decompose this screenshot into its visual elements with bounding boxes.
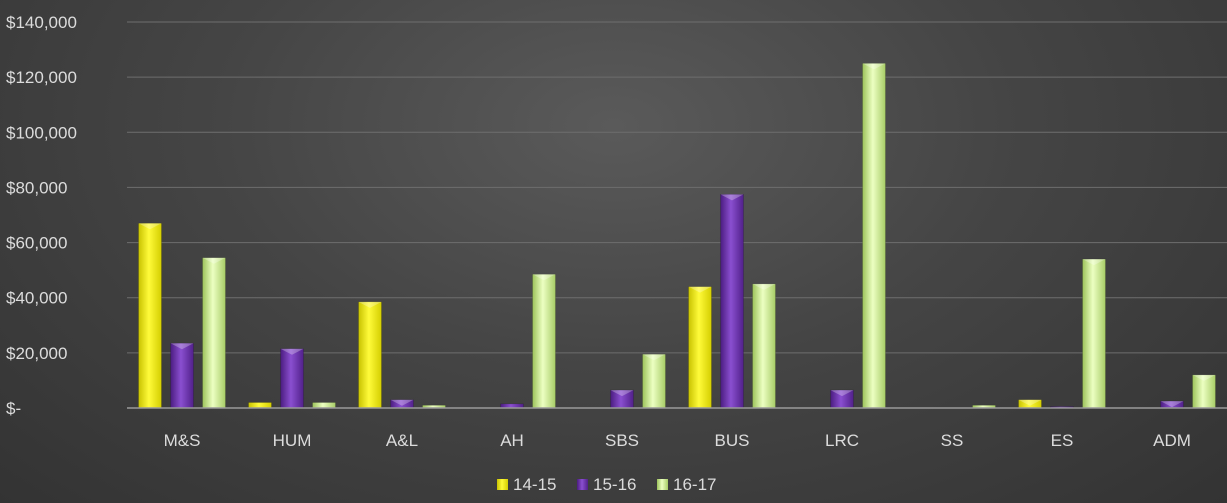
bar-bevel xyxy=(1192,374,1216,381)
bar-14-15-BUS xyxy=(688,286,712,409)
bar-16-17-SBS xyxy=(642,353,666,409)
legend-label: 15-16 xyxy=(593,475,636,494)
x-tick-label: AH xyxy=(500,431,524,450)
y-tick-label: $20,000 xyxy=(6,344,67,363)
x-tick-label: ES xyxy=(1051,431,1074,450)
bars xyxy=(138,63,1216,409)
y-tick-label: $40,000 xyxy=(6,289,67,308)
bar-bevel xyxy=(358,301,382,308)
gridlines xyxy=(127,21,1227,354)
legend-swatch-14-15 xyxy=(497,479,508,490)
bar-bevel xyxy=(280,348,304,355)
x-tick-label: SBS xyxy=(605,431,639,450)
x-tick-label: BUS xyxy=(715,431,750,450)
bar-16-17-LRC xyxy=(862,63,886,409)
bar-bevel xyxy=(1082,259,1106,266)
bar-bevel xyxy=(830,390,854,397)
x-tick-label: SS xyxy=(941,431,964,450)
x-tick-label: ADM xyxy=(1153,431,1191,450)
x-tick-label: LRC xyxy=(825,431,859,450)
bar-14-15-M&S xyxy=(138,222,162,409)
y-tick-label: $- xyxy=(6,399,21,418)
x-axis-ticks: M&S HUM A&L AH SBS BUS LRC SS ES ADM xyxy=(164,431,1191,450)
legend: 14-15 15-16 16-17 xyxy=(497,475,716,494)
bar-15-16-BUS xyxy=(720,194,744,409)
y-tick-label: $120,000 xyxy=(6,68,77,87)
legend-swatch-15-16 xyxy=(577,479,588,490)
bar-15-16-HUM xyxy=(280,348,304,409)
bar-bevel xyxy=(170,343,194,350)
bar-16-17-HUM xyxy=(312,402,336,409)
legend-swatch-16-17 xyxy=(657,479,668,490)
bar-15-16-M&S xyxy=(170,342,194,409)
y-tick-label: $80,000 xyxy=(6,178,67,197)
legend-label: 16-17 xyxy=(673,475,716,494)
bar-bevel xyxy=(1160,401,1184,408)
bar-16-17-BUS xyxy=(752,283,776,409)
bar-14-15-A&L xyxy=(358,301,382,409)
bar-16-17-M&S xyxy=(202,257,226,409)
bar-16-17-AH xyxy=(532,273,556,409)
bar-bevel xyxy=(390,399,414,406)
bar-bevel xyxy=(1018,399,1042,406)
y-tick-label: $60,000 xyxy=(6,234,67,253)
bar-bevel xyxy=(862,63,886,70)
bar-bevel xyxy=(610,390,634,397)
x-tick-label: HUM xyxy=(273,431,312,450)
bar-bevel xyxy=(720,194,744,201)
legend-label: 14-15 xyxy=(513,475,556,494)
y-axis-ticks: $- $20,000 $40,000 $60,000 $80,000 $100,000 $1… xyxy=(6,13,77,418)
bar-bevel xyxy=(642,354,666,361)
bar-14-15-HUM xyxy=(248,402,272,409)
bar-bevel xyxy=(752,283,776,290)
x-tick-label: A&L xyxy=(386,431,418,450)
x-tick-label: M&S xyxy=(164,431,201,450)
bar-bevel xyxy=(202,257,226,264)
bar-16-17-ES xyxy=(1082,258,1106,409)
bar-bevel xyxy=(688,286,712,293)
bar-bevel xyxy=(138,223,162,230)
y-tick-label: $100,000 xyxy=(6,123,77,142)
bar-bevel xyxy=(532,274,556,281)
y-tick-label: $140,000 xyxy=(6,13,77,32)
